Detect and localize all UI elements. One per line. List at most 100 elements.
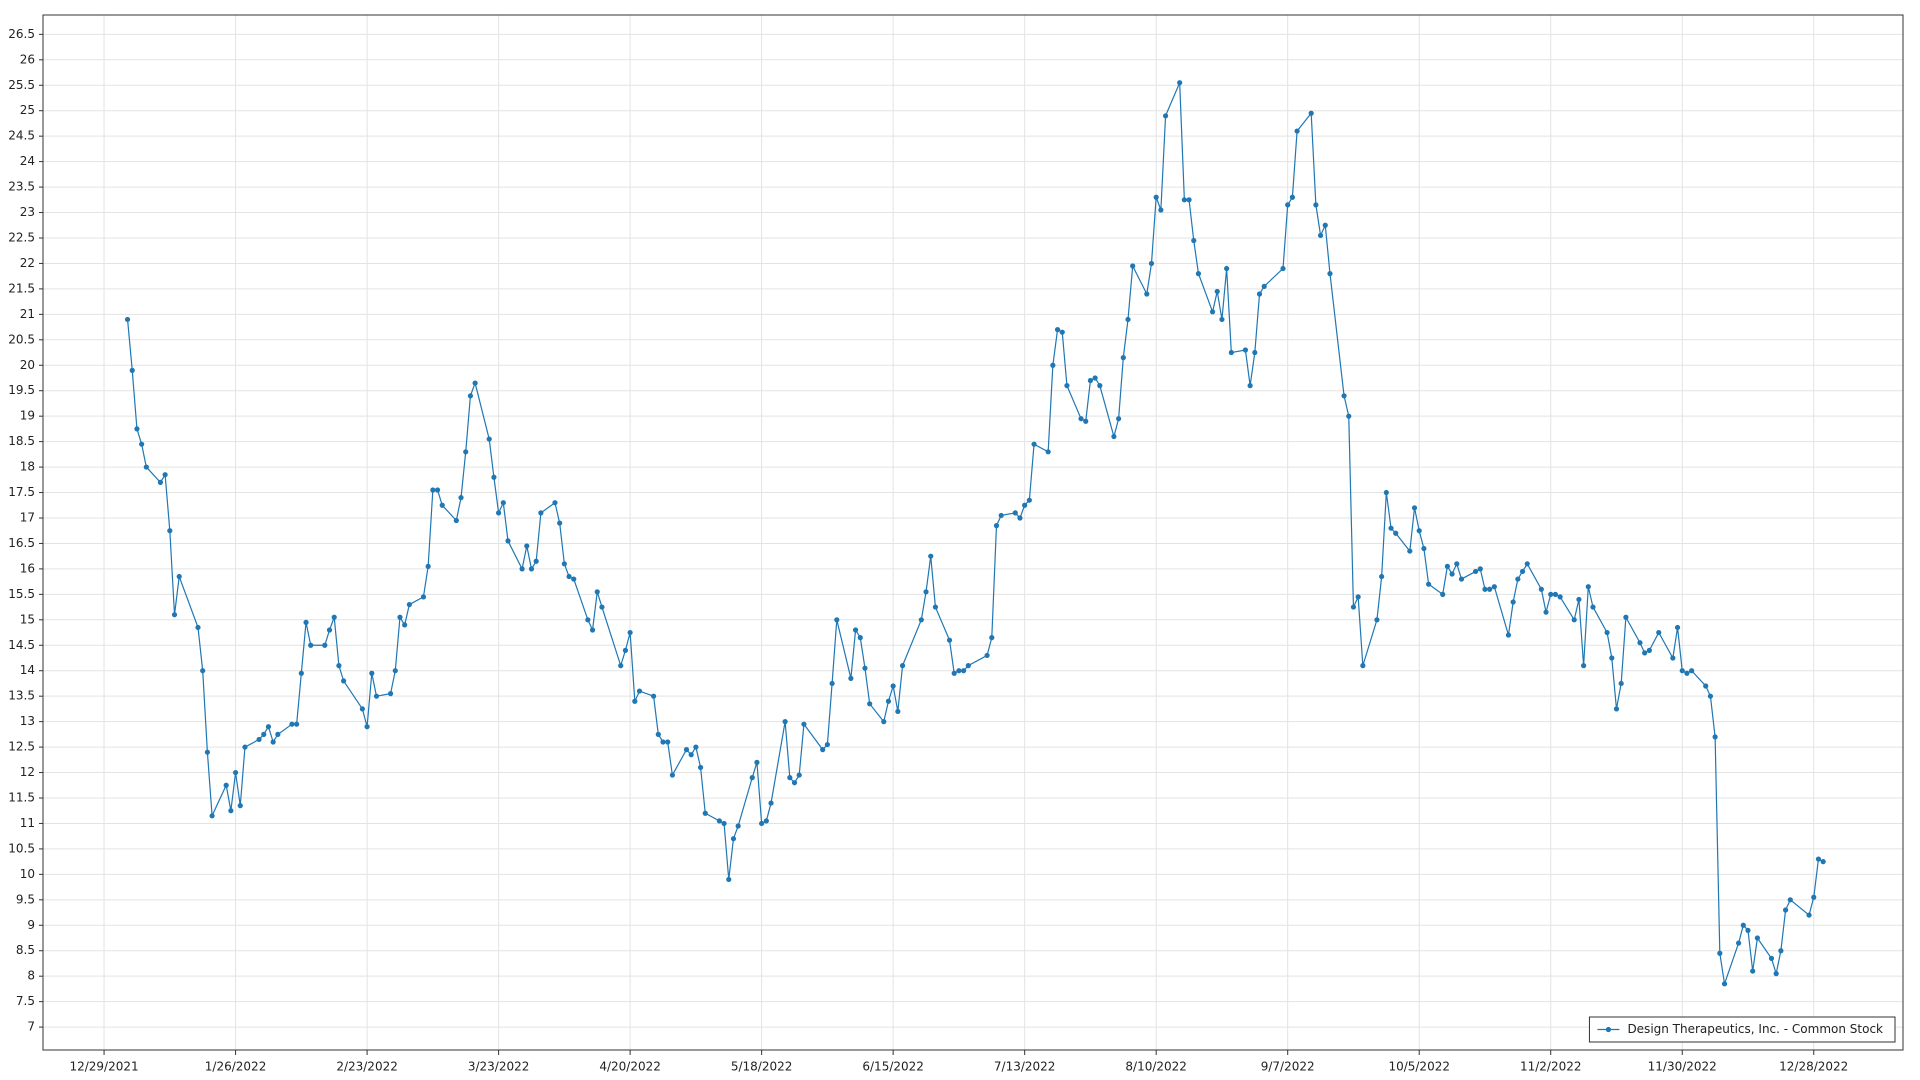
data-point <box>665 739 671 745</box>
data-point <box>1379 573 1385 580</box>
data-point <box>1768 955 1775 961</box>
data-point <box>1613 706 1620 712</box>
data-point <box>373 693 380 699</box>
data-point <box>782 719 788 725</box>
legend-label: Design Therapeutics, Inc. - Common Stock <box>1627 1022 1883 1036</box>
data-point <box>1186 197 1192 203</box>
data-point <box>589 627 596 633</box>
data-point <box>1285 202 1291 208</box>
data-point <box>1703 683 1709 689</box>
data-point <box>984 652 990 659</box>
y-tick-label: 10.5 <box>8 841 35 855</box>
data-point <box>1374 617 1380 623</box>
data-point <box>622 647 629 653</box>
data-point <box>1482 586 1488 592</box>
data-point <box>1158 207 1164 213</box>
data-point <box>1125 316 1131 323</box>
data-point <box>256 736 262 743</box>
data-point <box>1642 650 1648 656</box>
data-point <box>571 576 577 582</box>
data-point <box>336 663 342 669</box>
data-point <box>1059 329 1065 335</box>
data-point <box>557 520 563 526</box>
data-point <box>702 810 708 816</box>
x-tick-label: 3/23/2022 <box>468 1060 530 1074</box>
y-tick-label: 16.5 <box>8 536 35 550</box>
data-point <box>134 426 140 432</box>
data-point <box>801 721 807 727</box>
y-tick-label: 8.5 <box>16 943 35 957</box>
y-tick-label: 11 <box>20 816 35 830</box>
data-point <box>1590 604 1596 610</box>
data-point <box>1740 922 1746 928</box>
data-point <box>829 680 835 687</box>
data-point <box>369 670 375 676</box>
data-point <box>1214 288 1220 295</box>
data-point <box>881 719 887 725</box>
data-point <box>1191 237 1197 244</box>
data-point <box>453 517 459 524</box>
data-point <box>1707 693 1714 699</box>
data-point <box>538 510 544 516</box>
data-point <box>326 627 333 633</box>
data-point <box>308 642 314 648</box>
data-point <box>923 589 929 595</box>
data-point <box>139 441 145 447</box>
y-tick-label: 26.5 <box>8 27 35 41</box>
data-point <box>1153 194 1159 200</box>
data-point <box>857 635 863 641</box>
data-point <box>261 731 267 737</box>
data-point <box>1576 596 1582 603</box>
data-point <box>1195 271 1202 277</box>
data-point <box>1317 232 1324 239</box>
data-point <box>791 780 798 786</box>
plot-background <box>43 15 1903 1050</box>
data-point <box>1097 383 1103 389</box>
data-point <box>895 708 901 715</box>
data-point <box>867 701 873 707</box>
data-point <box>1017 515 1023 521</box>
data-point <box>1782 907 1789 913</box>
y-tick-label: 12.5 <box>8 740 35 754</box>
x-tick-label: 10/5/2022 <box>1388 1060 1450 1074</box>
y-tick-label: 14 <box>20 663 35 677</box>
data-point <box>1242 347 1249 353</box>
data-point <box>1571 617 1577 623</box>
data-point <box>1543 609 1549 615</box>
data-point <box>1440 591 1446 597</box>
x-tick-label: 12/28/2022 <box>1779 1060 1848 1074</box>
y-tick-label: 18.5 <box>8 434 35 448</box>
data-point <box>1750 968 1756 974</box>
y-tick-label: 13 <box>20 714 35 728</box>
data-point <box>500 500 506 506</box>
y-tick-label: 17 <box>20 510 35 524</box>
data-point <box>1308 110 1314 116</box>
data-point <box>167 528 173 534</box>
data-point <box>1144 291 1150 297</box>
data-point <box>683 747 690 753</box>
data-point <box>1684 670 1690 676</box>
data-point <box>993 523 1000 529</box>
data-point <box>392 668 398 674</box>
data-point <box>237 803 243 809</box>
x-tick-label: 1/26/2022 <box>205 1060 267 1074</box>
data-point <box>1383 489 1389 496</box>
data-point <box>759 820 765 827</box>
data-point <box>1670 655 1676 661</box>
x-tick-label: 4/20/2022 <box>599 1060 661 1074</box>
data-point <box>1604 629 1610 636</box>
y-tick-label: 22.5 <box>8 230 35 244</box>
data-point <box>1721 981 1728 987</box>
data-point <box>852 627 859 633</box>
data-point <box>599 604 605 610</box>
data-point <box>505 538 511 544</box>
y-tick-label: 17.5 <box>8 485 35 499</box>
data-point <box>918 617 924 623</box>
data-point <box>1050 362 1056 368</box>
data-point <box>1472 568 1479 575</box>
data-point <box>1130 263 1136 269</box>
data-point <box>1656 629 1662 636</box>
data-point <box>735 823 741 829</box>
data-point <box>1247 383 1253 389</box>
